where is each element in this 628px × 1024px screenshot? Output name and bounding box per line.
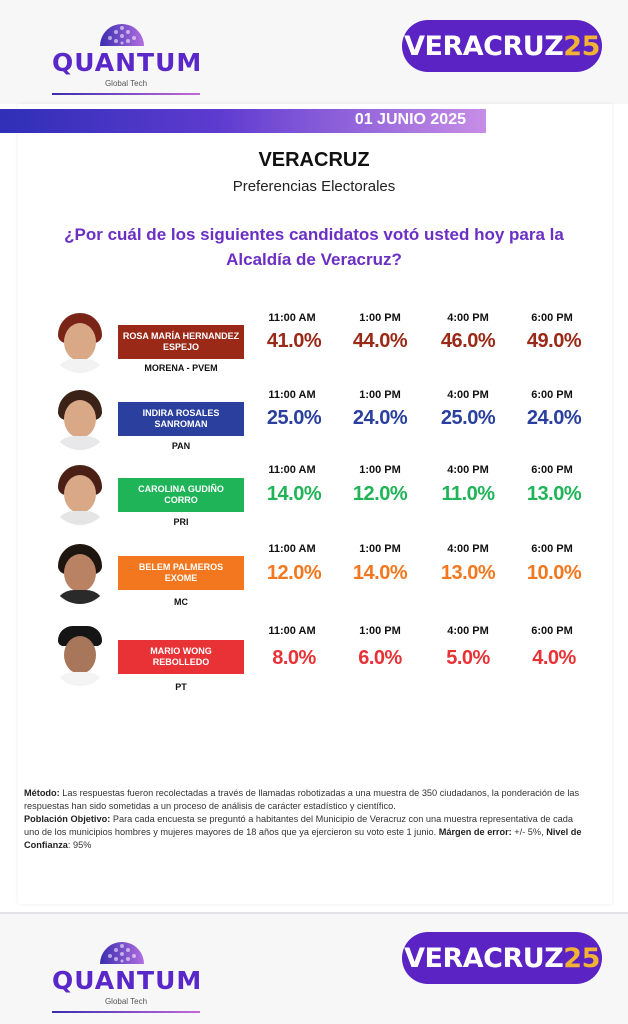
time-label: 1:00 PM [359, 312, 401, 324]
time-label: 1:00 PM [359, 464, 401, 476]
percent-value: 24.0% [352, 407, 408, 429]
candidate-name-box: INDIRA ROSALES SANROMAN [118, 402, 244, 436]
population-text: Para cada encuesta se preguntó a habitan… [24, 814, 574, 837]
veracruz25-badge: VERACRUZ 25 [402, 932, 602, 984]
percent-value: 5.0% [446, 647, 490, 669]
population-label: Población Objetivo: [24, 814, 111, 824]
methodology-note: Método: Las respuestas fueron recolectad… [24, 787, 584, 852]
footer: QUANTUM Global Tech VERACRUZ 25 [0, 912, 628, 1024]
candidate-party: PRI [173, 517, 189, 527]
candidate-party: MC [174, 597, 188, 607]
time-label: 11:00 AM [268, 389, 316, 401]
percent-value: 41.0% [266, 330, 322, 352]
candidate-party: PAN [171, 441, 191, 451]
page-title: VERACRUZ [258, 149, 370, 171]
percent-value: 8.0% [272, 647, 316, 669]
confidence-label: Nivel de Confianza [24, 827, 582, 850]
percent-value: 13.0% [526, 483, 582, 505]
percent-value: 14.0% [352, 562, 408, 584]
time-label: 6:00 PM [531, 312, 573, 324]
candidate-row: INDIRA ROSALES SANROMAN PAN 11:00 AM 1:0… [0, 388, 628, 458]
candidate-photo [50, 463, 110, 525]
time-label: 4:00 PM [447, 625, 489, 637]
date-label: 01 JUNIO 2025 [354, 111, 466, 128]
time-label: 11:00 AM [268, 625, 316, 637]
percent-value: 46.0% [440, 330, 496, 352]
survey-question: ¿Por cuál de los siguientes candidatos v… [20, 222, 608, 272]
date-bar: 01 JUNIO 2025 [0, 109, 486, 133]
percent-value: 25.0% [266, 407, 322, 429]
time-label: 6:00 PM [531, 464, 573, 476]
time-label: 4:00 PM [447, 543, 489, 555]
time-label: 1:00 PM [359, 389, 401, 401]
percent-value: 11.0% [441, 483, 495, 505]
candidate-party: PT [175, 682, 187, 692]
badge-main: VERACRUZ [404, 30, 564, 62]
percent-value: 12.0% [266, 562, 322, 584]
percent-value: 6.0% [358, 647, 402, 669]
margin-label: Márgen de error: [438, 827, 512, 837]
time-label: 1:00 PM [359, 625, 401, 637]
method-label: Método: [24, 788, 60, 798]
content-panel [18, 104, 612, 904]
percent-value: 4.0% [532, 647, 576, 669]
candidate-row: ROSA MARÍA HERNANDEZ ESPEJO MORENA - PVE… [0, 311, 628, 381]
logo-underline [52, 93, 200, 95]
percent-value: 10.0% [526, 562, 582, 584]
candidate-name-box: BELEM PALMEROS EXOME [118, 556, 244, 590]
time-label: 6:00 PM [531, 389, 573, 401]
percent-value: 25.0% [440, 407, 496, 429]
candidate-name-box: ROSA MARÍA HERNANDEZ ESPEJO [118, 325, 244, 359]
candidate-photo [50, 624, 110, 686]
time-label: 11:00 AM [268, 543, 316, 555]
method-text: Las respuestas fueron recolectadas a tra… [24, 788, 580, 811]
candidate-name-box: CAROLINA GUDIÑO CORRO [118, 478, 244, 512]
candidate-photo [50, 311, 110, 373]
percent-value: 14.0% [266, 483, 322, 505]
percent-value: 12.0% [352, 483, 408, 505]
margin-text: +/- 5%, [511, 827, 544, 837]
logo-text: QUANTUM [52, 966, 203, 995]
percent-value: 24.0% [526, 407, 582, 429]
time-label: 6:00 PM [531, 625, 573, 637]
badge-year: 25 [563, 942, 600, 974]
footer-divider [0, 912, 628, 914]
candidate-photo [50, 542, 110, 604]
logo-underline [52, 1011, 200, 1013]
candidate-name-box: MARIO WONG REBOLLEDO [118, 640, 244, 674]
percent-value: 13.0% [440, 562, 496, 584]
time-label: 11:00 AM [268, 312, 316, 324]
page-subtitle: Preferencias Electorales [232, 178, 396, 195]
time-label: 4:00 PM [447, 312, 489, 324]
time-label: 4:00 PM [447, 464, 489, 476]
logo-subtitle: Global Tech [104, 79, 148, 88]
confidence-text: : 95% [67, 840, 92, 850]
percent-value: 49.0% [526, 330, 582, 352]
time-label: 1:00 PM [359, 543, 401, 555]
veracruz25-badge: VERACRUZ 25 [402, 20, 602, 72]
time-label: 11:00 AM [268, 464, 316, 476]
candidate-row: BELEM PALMEROS EXOME MC 11:00 AM 1:00 PM… [0, 542, 628, 612]
globe-icon [100, 24, 144, 46]
header: QUANTUM Global Tech VERACRUZ 25 [0, 0, 628, 104]
time-label: 6:00 PM [531, 543, 573, 555]
badge-year: 25 [563, 30, 600, 62]
candidate-party: MORENA - PVEM [144, 363, 218, 373]
question-line-1: ¿Por cuál de los siguientes candidatos v… [64, 225, 564, 244]
time-label: 4:00 PM [447, 389, 489, 401]
candidate-row: CAROLINA GUDIÑO CORRO PRI 11:00 AM 1:00 … [0, 463, 628, 533]
quantum-logo: QUANTUM Global Tech [52, 932, 203, 1016]
question-line-2: Alcaldía de Veracruz? [226, 250, 402, 269]
candidate-photo [50, 388, 110, 450]
badge-main: VERACRUZ [404, 942, 564, 974]
candidate-row: MARIO WONG REBOLLEDO PT 11:00 AM 1:00 PM… [0, 624, 628, 694]
globe-icon [100, 942, 144, 964]
quantum-logo: QUANTUM Global Tech [52, 14, 203, 98]
logo-subtitle: Global Tech [104, 997, 148, 1006]
percent-value: 44.0% [352, 330, 408, 352]
logo-text: QUANTUM [52, 48, 203, 77]
